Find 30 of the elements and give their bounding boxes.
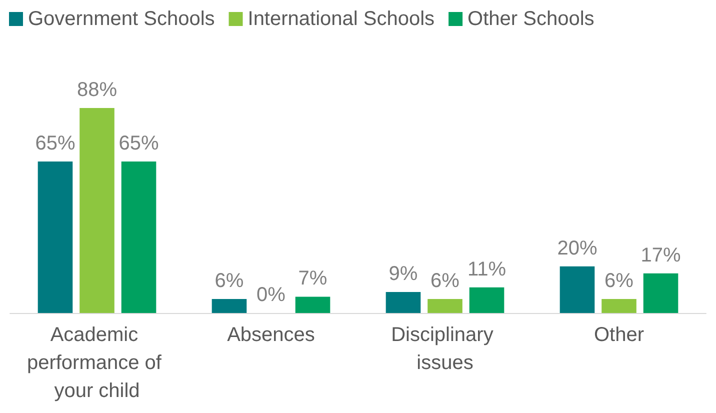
x-tick-label: Absences — [227, 324, 315, 346]
bar — [80, 108, 114, 313]
bar — [38, 162, 73, 313]
data-label: 6% — [214, 270, 244, 292]
data-label: 88% — [76, 78, 118, 101]
data-label: 65% — [35, 132, 76, 155]
data-label: 11% — [467, 258, 506, 280]
data-label: 20% — [557, 237, 598, 260]
bar — [428, 299, 462, 313]
data-label: 9% — [388, 263, 418, 286]
bar — [469, 287, 504, 313]
x-tick-label: Other — [594, 324, 644, 346]
bar — [212, 299, 247, 313]
bar — [121, 162, 156, 313]
bar — [602, 299, 636, 313]
data-label: 6% — [604, 270, 634, 292]
bar — [386, 292, 421, 313]
x-tick-label: Academic performance of your child — [26, 324, 168, 402]
data-label: 7% — [298, 268, 328, 290]
data-label: 6% — [430, 270, 460, 292]
bar — [643, 273, 678, 313]
legend-label: Government Schools — [28, 8, 215, 30]
legend-label: International Schools — [248, 8, 435, 30]
bar — [295, 296, 330, 313]
bar — [560, 266, 595, 313]
data-label: 65% — [118, 132, 159, 155]
data-label: 0% — [256, 284, 286, 306]
data-label: 17% — [640, 244, 681, 266]
x-tick-label: Disciplinary issues — [391, 324, 499, 374]
legend-label: Other Schools — [468, 8, 594, 30]
